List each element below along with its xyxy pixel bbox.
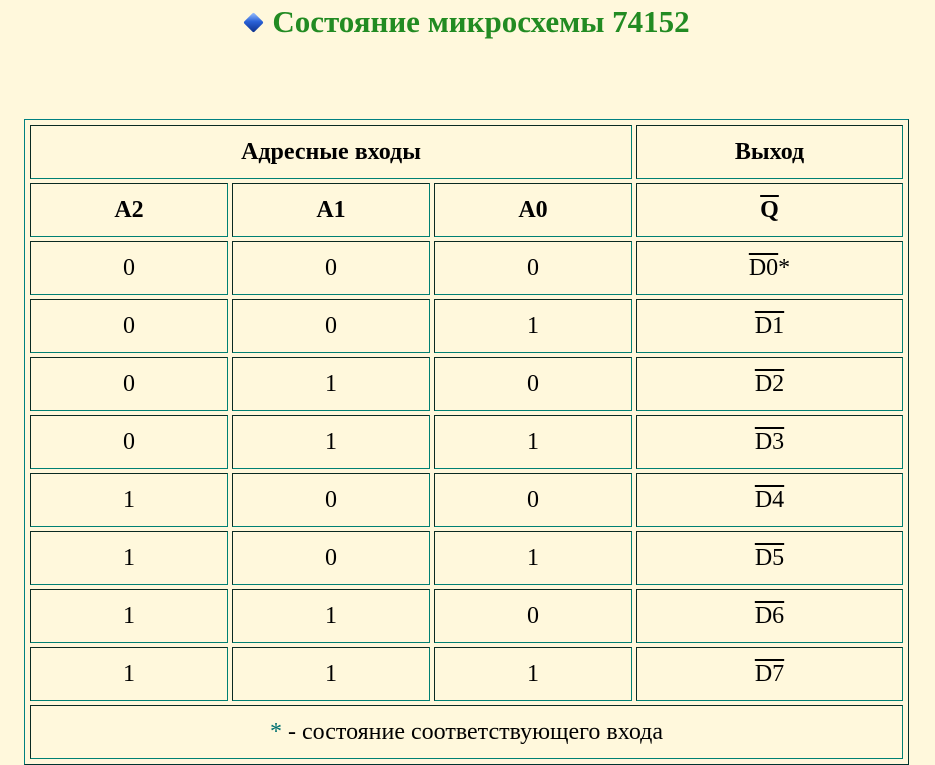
address-cell: 1 — [434, 647, 632, 701]
table-row: 1 1 0 D6 — [30, 589, 903, 643]
output-cell: D4 — [636, 473, 903, 527]
output-cell: D3 — [636, 415, 903, 469]
address-cell: 1 — [232, 647, 430, 701]
output-cell: D2 — [636, 357, 903, 411]
column-header-a1: A1 — [232, 183, 430, 237]
table-row: 0 0 1 D1 — [30, 299, 903, 353]
output-cell: D0* — [636, 241, 903, 295]
address-cell: 1 — [30, 589, 228, 643]
address-cell: 0 — [232, 299, 430, 353]
output-cell: D1 — [636, 299, 903, 353]
table-row: 1 0 0 D4 — [30, 473, 903, 527]
address-cell: 1 — [232, 589, 430, 643]
group-header-row: Адресные входы Выход — [30, 125, 903, 179]
truth-table: Адресные входы Выход A2 A1 A0 Q 0 0 0 D0* 0 0… — [24, 119, 909, 765]
column-header-a0: A0 — [434, 183, 632, 237]
table-row: 0 0 0 D0* — [30, 241, 903, 295]
address-cell: 0 — [232, 473, 430, 527]
address-cell: 1 — [232, 415, 430, 469]
address-cell: 1 — [30, 647, 228, 701]
address-cell: 0 — [232, 241, 430, 295]
address-cell: 0 — [30, 357, 228, 411]
address-cell: 0 — [232, 531, 430, 585]
address-cell: 1 — [434, 531, 632, 585]
footnote-row: * - состояние соответствующего входа — [30, 705, 903, 759]
table-row: 1 1 1 D7 — [30, 647, 903, 701]
column-header-a2: A2 — [30, 183, 228, 237]
footnote: * - состояние соответствующего входа — [30, 705, 903, 759]
address-cell: 0 — [434, 241, 632, 295]
table-row: 0 1 1 D3 — [30, 415, 903, 469]
address-cell: 0 — [30, 415, 228, 469]
output-cell: D5 — [636, 531, 903, 585]
address-cell: 1 — [30, 531, 228, 585]
address-cell: 0 — [30, 241, 228, 295]
address-cell: 1 — [434, 299, 632, 353]
blue-diamond-icon — [243, 12, 265, 33]
output-header: Выход — [636, 125, 903, 179]
address-cell: 1 — [232, 357, 430, 411]
footnote-mark: * — [778, 254, 791, 281]
address-cell: 0 — [30, 299, 228, 353]
column-header-q: Q — [636, 183, 903, 237]
output-cell: D7 — [636, 647, 903, 701]
output-cell: D6 — [636, 589, 903, 643]
address-inputs-header: Адресные входы — [30, 125, 632, 179]
column-header-row: A2 A1 A0 Q — [30, 183, 903, 237]
address-cell: 1 — [30, 473, 228, 527]
address-cell: 1 — [434, 415, 632, 469]
table-row: 1 0 1 D5 — [30, 531, 903, 585]
table-row: 0 1 0 D2 — [30, 357, 903, 411]
address-cell: 0 — [434, 357, 632, 411]
address-cell: 0 — [434, 473, 632, 527]
address-cell: 0 — [434, 589, 632, 643]
page-title: Состояние микросхемы 74152 — [0, 2, 935, 42]
